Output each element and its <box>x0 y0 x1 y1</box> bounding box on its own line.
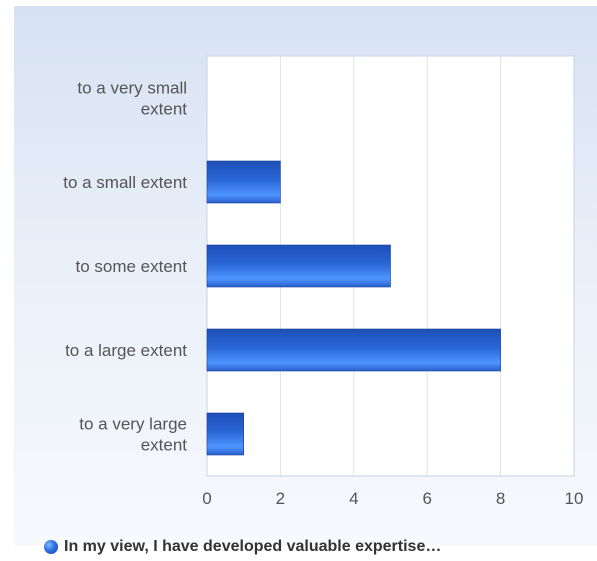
category-labels: to a very small extent to a small extent to… <box>63 79 187 455</box>
legend-label: In my view, I have developed valuable ex… <box>64 538 442 555</box>
x-tick-labels: 0 2 4 6 8 10 <box>202 489 583 508</box>
category-label-line: to a very small <box>77 79 187 98</box>
legend: In my view, I have developed valuable ex… <box>44 538 441 556</box>
legend-marker-icon <box>44 540 58 554</box>
x-tick-label: 8 <box>496 489 505 508</box>
category-label-line: to a very large <box>79 415 187 434</box>
category-label: to a small extent <box>63 173 187 192</box>
category-label-line: to some extent <box>75 257 187 276</box>
category-label-line: extent <box>141 436 188 455</box>
category-label-line: to a small extent <box>63 173 187 192</box>
category-label: to a large extent <box>65 341 187 360</box>
bar <box>206 244 391 288</box>
x-tick-label: 0 <box>202 489 211 508</box>
x-tick-label: 2 <box>276 489 285 508</box>
x-tick-label: 4 <box>349 489 358 508</box>
category-label: to a very large extent <box>79 415 187 455</box>
bar <box>206 160 281 204</box>
x-tick-label: 6 <box>422 489 431 508</box>
category-label: to a very small extent <box>77 79 187 119</box>
bars <box>206 160 501 456</box>
bar <box>206 328 501 372</box>
x-tick-label: 10 <box>565 489 584 508</box>
bar <box>206 412 245 456</box>
category-label-line: extent <box>141 100 188 119</box>
category-label-line: to a large extent <box>65 341 187 360</box>
category-label: to some extent <box>75 257 187 276</box>
